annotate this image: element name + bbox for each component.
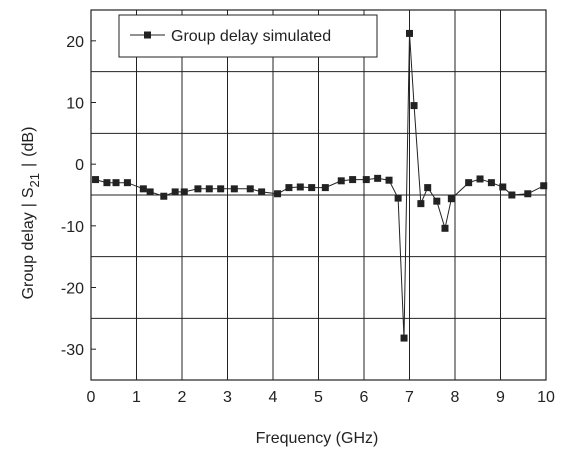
data-point <box>171 188 179 196</box>
legend-label: Group delay simulated <box>171 28 331 45</box>
x-tick-label: 4 <box>269 389 278 406</box>
x-tick-label: 9 <box>496 389 505 406</box>
y-axis-title-subscript: 21 <box>27 173 42 187</box>
x-tick-label: 5 <box>314 389 323 406</box>
x-tick-label: 1 <box>132 389 141 406</box>
data-point <box>499 183 507 191</box>
series-group <box>92 29 548 342</box>
data-point <box>230 185 238 193</box>
data-point <box>487 179 495 187</box>
y-tick-label: 10 <box>66 96 84 113</box>
legend: Group delay simulated <box>118 14 378 58</box>
y-tick-label: -30 <box>61 342 84 359</box>
x-tick-label: 3 <box>223 389 232 406</box>
data-point <box>180 188 188 196</box>
data-point <box>441 224 449 232</box>
data-point <box>296 183 304 191</box>
data-point <box>410 102 418 110</box>
data-point <box>524 190 532 198</box>
y-axis-title-unit: (dB) <box>20 127 37 157</box>
data-point <box>160 192 168 200</box>
data-point <box>258 188 266 196</box>
data-point <box>123 179 131 187</box>
data-point <box>285 184 293 192</box>
data-point <box>308 184 316 192</box>
data-point <box>433 197 441 205</box>
data-point <box>508 191 516 199</box>
y-tick-label: -20 <box>61 281 84 298</box>
data-point <box>394 194 402 202</box>
data-point <box>424 184 432 192</box>
y-tick-label: 0 <box>75 157 84 174</box>
x-tick-label: 2 <box>178 389 187 406</box>
data-point <box>321 184 329 192</box>
data-point <box>92 176 100 184</box>
x-tick-label: 7 <box>405 389 414 406</box>
data-point <box>400 334 408 342</box>
data-point <box>205 185 213 193</box>
x-tick-label: 0 <box>87 389 96 406</box>
data-point <box>103 179 111 187</box>
data-point <box>146 188 154 196</box>
y-tick-label: 20 <box>66 34 84 51</box>
y-axis-title-sep2: | <box>20 163 37 167</box>
x-tick-label: 10 <box>537 389 555 406</box>
data-point <box>349 176 357 184</box>
data-point <box>406 29 413 37</box>
data-point <box>217 185 225 193</box>
data-point <box>139 185 147 193</box>
data-point <box>274 190 282 198</box>
data-point <box>465 179 473 187</box>
data-point <box>447 195 455 203</box>
data-point <box>385 176 393 184</box>
y-axis-title-symbol: S <box>20 187 37 198</box>
data-point <box>337 177 345 185</box>
axis-ticks: 0 1 2 3 4 5 6 7 8 9 10 20 10 0 -10 -20 -30 <box>61 34 555 406</box>
data-point <box>476 175 484 183</box>
x-axis-title: Frequency (GHz) <box>256 430 379 447</box>
legend-box <box>118 14 378 58</box>
data-point <box>246 185 254 193</box>
data-point <box>194 185 202 193</box>
x-tick-label: 6 <box>360 389 369 406</box>
y-axis-title-sep1: | <box>20 203 37 207</box>
y-axis-title-prefix: Group delay <box>20 212 37 299</box>
legend-marker <box>144 31 151 39</box>
data-point <box>417 200 425 208</box>
data-point <box>362 176 370 184</box>
data-point <box>374 174 382 182</box>
data-point <box>112 179 120 187</box>
y-axis-title: Group delay | S21 | (dB) <box>20 127 42 300</box>
data-point <box>540 182 548 190</box>
y-tick-label: -10 <box>61 219 84 236</box>
x-tick-label: 8 <box>451 389 460 406</box>
series-line <box>95 33 544 339</box>
